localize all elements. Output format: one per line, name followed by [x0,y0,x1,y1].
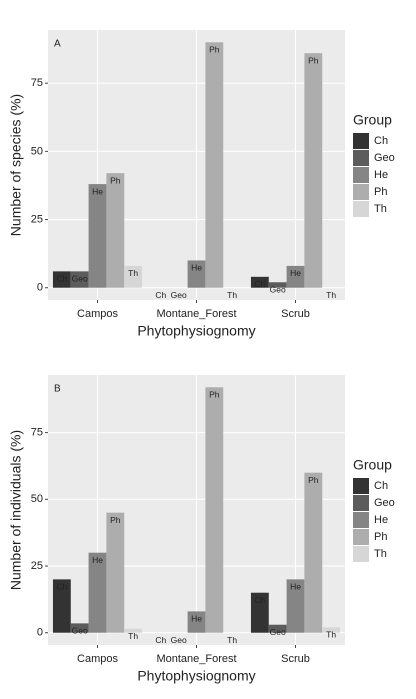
legend-key [353,546,369,562]
x-tick-label: Campos [77,653,118,665]
bar-label: Geo [171,635,187,645]
legend-label: Th [374,203,387,215]
bar-label: Ch [254,279,265,289]
y-tick-label: 25 [31,213,43,225]
bar-label: Th [128,631,138,641]
legend-key [353,512,369,528]
y-tick-label: 50 [31,145,43,157]
bar [250,592,269,633]
x-tick-label: Scrub [281,308,310,320]
bar-label: Ch [155,290,166,300]
y-axis-title: Number of individuals (%) [8,430,24,590]
legend-label: He [374,514,388,526]
legend-key [353,150,369,166]
bar-label: Th [227,635,237,645]
bar [106,512,125,633]
bar-label: Ph [209,390,220,400]
bar-label: Ph [209,45,220,55]
legend-key [353,167,369,183]
y-tick-label: 25 [31,560,43,572]
legend-label: Ph [374,531,387,543]
y-tick-label: 75 [31,427,43,439]
x-axis-title: Phytophysiognomy [137,323,255,339]
bar [322,627,341,633]
bar-label: Th [227,290,237,300]
bar [52,271,71,288]
bar-label: Th [326,630,336,640]
legend-key [353,201,369,217]
legend-key [353,529,369,545]
bar-label: Geo [72,274,88,284]
y-tick-label: 50 [31,493,43,505]
y-tick-label: 0 [37,627,43,639]
x-tick-label: Montane_Forest [156,653,236,665]
bar-label: Th [326,290,336,300]
bar [268,282,287,288]
legend-key [353,184,369,200]
bar [250,276,269,288]
bar [70,271,89,288]
bar-label: Geo [270,285,286,295]
bar [187,611,206,633]
bar [187,260,206,288]
legend-label: Ch [374,135,388,147]
legend-label: Ph [374,186,387,198]
bar [205,42,224,288]
bar-label: Ph [110,175,121,185]
legend-label: Geo [374,497,395,509]
legend-title: Group [353,112,392,128]
bar-label: Ph [110,515,121,525]
bar [304,472,323,633]
legend-label: Th [374,548,387,560]
legend-key [353,495,369,511]
bar [124,628,143,633]
bar-label: Geo [270,627,286,637]
x-tick-label: Campos [77,308,118,320]
x-axis-title: Phytophysiognomy [137,668,255,684]
bar [205,387,224,633]
y-tick-label: 75 [31,77,43,89]
bar [124,265,143,288]
legend-key [353,133,369,149]
bar-label: He [92,186,103,196]
bar [286,579,305,633]
legend-title: Group [353,457,392,473]
legend-label: Ch [374,480,388,492]
bar [106,173,125,288]
panel-tag: B [54,384,61,395]
legend-label: Geo [374,152,395,164]
x-tick-label: Scrub [281,653,310,665]
y-tick-label: 0 [37,282,43,294]
bar [70,623,89,633]
bar [268,624,287,633]
x-tick-label: Montane_Forest [156,308,236,320]
bar-label: Ch [254,595,265,605]
bar [88,552,107,633]
bar [88,184,107,288]
legend-label: He [374,169,388,181]
legend-key [353,478,369,494]
bar-label: Ph [308,475,319,485]
bar-label: He [191,614,202,624]
bar-label: Ch [56,274,67,284]
bar [286,265,305,288]
bar-label: Geo [72,626,88,636]
bar-label: He [290,582,301,592]
panel-tag: A [54,39,61,50]
bar-label: Ch [155,635,166,645]
bar-label: Ph [308,55,319,65]
bar-label: Th [128,268,138,278]
bar [304,53,323,288]
bar [52,579,71,633]
bar-label: He [92,555,103,565]
bar-label: Ch [56,582,67,592]
y-axis-title: Number of species (%) [8,94,24,236]
bar-label: He [191,263,202,273]
bar-label: Geo [171,290,187,300]
bar-label: He [290,268,301,278]
